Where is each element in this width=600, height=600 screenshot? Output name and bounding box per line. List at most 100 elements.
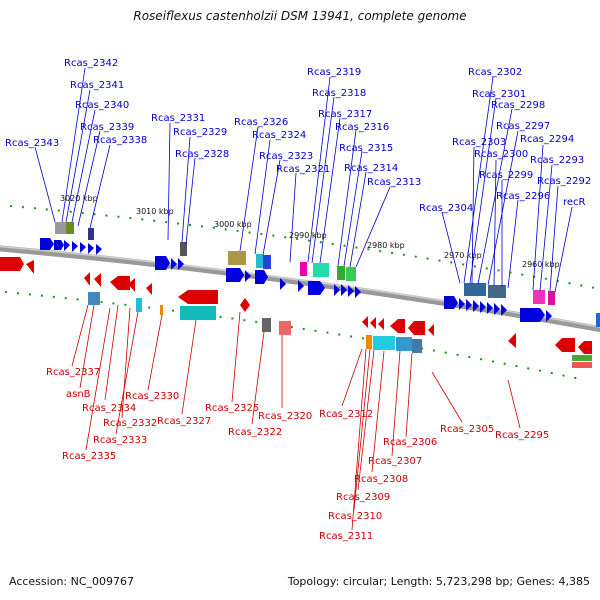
gene-label[interactable]: Rcas_2322	[228, 427, 282, 438]
gene-arrow[interactable]	[255, 270, 268, 284]
gene-arrow[interactable]	[487, 302, 493, 314]
gene-label[interactable]: Rcas_2334	[82, 403, 136, 414]
gene-arrow[interactable]	[80, 242, 86, 253]
gene-arrow[interactable]	[355, 286, 361, 298]
gene-arrow[interactable]	[226, 268, 244, 282]
gene-arrow[interactable]	[155, 256, 170, 270]
gene-label[interactable]: Rcas_2301	[472, 89, 526, 100]
gene-arrow[interactable]	[54, 240, 64, 250]
gene-label[interactable]: Rcas_2327	[157, 416, 211, 427]
gene-label[interactable]: Rcas_2337	[46, 367, 100, 378]
gene-label[interactable]: Rcas_2325	[205, 403, 259, 414]
gene-label[interactable]: Rcas_2316	[335, 122, 389, 133]
gene-arrow[interactable]	[280, 278, 286, 290]
gene-label[interactable]: Rcas_2292	[537, 176, 591, 187]
gene-label[interactable]: asnB	[66, 389, 91, 400]
gene-label[interactable]: Rcas_2297	[496, 121, 550, 132]
gene-arrow[interactable]	[146, 283, 152, 295]
gene-arrow[interactable]	[459, 298, 465, 310]
gene-arrow[interactable]	[555, 338, 575, 352]
gene-label[interactable]: Rcas_2311	[319, 531, 373, 542]
gene-label[interactable]: Rcas_2341	[70, 80, 124, 91]
gene-arrow[interactable]	[501, 304, 507, 316]
gene-arrow[interactable]	[26, 260, 34, 274]
gene-label[interactable]: Rcas_2330	[125, 391, 179, 402]
gene-label[interactable]: Rcas_2295	[495, 430, 549, 441]
gene-label[interactable]: Rcas_2320	[258, 411, 312, 422]
gene-label[interactable]: Rcas_2310	[328, 511, 382, 522]
gene-arrow[interactable]	[494, 303, 500, 315]
gene-label[interactable]: Rcas_2323	[259, 151, 313, 162]
gene-label[interactable]: Rcas_2317	[318, 109, 372, 120]
gene-arrow[interactable]	[390, 319, 405, 333]
gene-label[interactable]: Rcas_2298	[491, 100, 545, 111]
gene-arrow[interactable]	[362, 316, 368, 328]
gene-label[interactable]: Rcas_2294	[520, 134, 574, 145]
gene-arrow[interactable]	[444, 296, 458, 309]
gene-label[interactable]: Rcas_2318	[312, 88, 366, 99]
gene-label[interactable]: Rcas_2338	[93, 135, 147, 146]
gene-arrow[interactable]	[408, 321, 425, 335]
gene-arrow[interactable]	[88, 243, 94, 254]
gene-label[interactable]: Rcas_2343	[5, 138, 59, 149]
gene-label[interactable]: Rcas_2305	[440, 424, 494, 435]
gene-arrow[interactable]	[110, 276, 130, 290]
gene-arrow[interactable]	[428, 324, 434, 336]
gene-arrow[interactable]	[240, 298, 250, 312]
gene-label[interactable]: Rcas_2312	[319, 409, 373, 420]
gene-label[interactable]: Rcas_2293	[530, 155, 584, 166]
gene-arrow[interactable]	[298, 280, 304, 292]
gene-label[interactable]: Rcas_2315	[339, 143, 393, 154]
gene-label[interactable]: Rcas_2321	[276, 164, 330, 175]
gene-arrow[interactable]	[245, 270, 251, 282]
gene-arrow[interactable]	[178, 290, 218, 304]
gene-arrow[interactable]	[0, 257, 24, 271]
gene-arrow[interactable]	[578, 341, 592, 354]
gene-label[interactable]: Rcas_2303	[452, 137, 506, 148]
gene-arrow[interactable]	[370, 317, 376, 329]
gene-arrow[interactable]	[128, 278, 135, 292]
gene-arrow[interactable]	[508, 333, 516, 348]
gene-label[interactable]: Rcas_2339	[80, 122, 134, 133]
gene-label[interactable]: Rcas_2309	[336, 492, 390, 503]
gene-arrow[interactable]	[171, 258, 177, 270]
gene-arrow[interactable]	[341, 284, 347, 296]
gene-label[interactable]: Rcas_2302	[468, 67, 522, 78]
gene-arrow[interactable]	[348, 285, 354, 297]
gene-arrow[interactable]	[308, 281, 325, 295]
gene-arrow[interactable]	[466, 299, 472, 311]
gene-label[interactable]: Rcas_2300	[474, 149, 528, 160]
gene-arrow[interactable]	[40, 238, 54, 250]
gene-label[interactable]: Rcas_2299	[479, 170, 533, 181]
gene-arrow[interactable]	[378, 318, 384, 330]
gene-label[interactable]: Rcas_2307	[368, 456, 422, 467]
gene-label[interactable]: Rcas_2328	[175, 149, 229, 160]
gene-arrow[interactable]	[64, 240, 70, 251]
gene-label[interactable]: Rcas_2333	[93, 435, 147, 446]
gene-label[interactable]: Rcas_2335	[62, 451, 116, 462]
gene-label[interactable]: Rcas_2308	[354, 474, 408, 485]
gene-label[interactable]: Rcas_2332	[103, 418, 157, 429]
gene-arrow[interactable]	[520, 308, 545, 322]
gene-arrow[interactable]	[84, 272, 90, 286]
gene-label[interactable]: recR	[563, 197, 586, 208]
gene-arrow[interactable]	[96, 244, 102, 255]
gene-arrow[interactable]	[94, 273, 101, 287]
gene-label[interactable]: Rcas_2306	[383, 437, 437, 448]
gene-label[interactable]: Rcas_2296	[496, 191, 550, 202]
gene-arrow[interactable]	[178, 258, 184, 270]
gene-label[interactable]: Rcas_2304	[419, 203, 473, 214]
gene-label[interactable]: Rcas_2313	[367, 177, 421, 188]
gene-label[interactable]: Rcas_2329	[173, 127, 227, 138]
gene-label[interactable]: Rcas_2326	[234, 117, 288, 128]
gene-label[interactable]: Rcas_2331	[151, 113, 205, 124]
gene-arrow[interactable]	[334, 284, 340, 296]
gene-label[interactable]: Rcas_2340	[75, 100, 129, 111]
gene-arrow[interactable]	[480, 301, 486, 313]
gene-arrow[interactable]	[546, 310, 552, 322]
gene-label[interactable]: Rcas_2324	[252, 130, 306, 141]
gene-arrow[interactable]	[473, 300, 479, 312]
gene-label[interactable]: Rcas_2319	[307, 67, 361, 78]
gene-label[interactable]: Rcas_2314	[344, 163, 398, 174]
gene-label[interactable]: Rcas_2342	[64, 58, 118, 69]
